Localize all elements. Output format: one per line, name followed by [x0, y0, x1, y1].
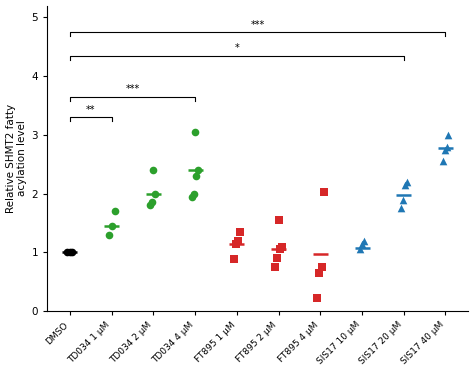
Point — [272, 264, 279, 270]
Text: *: * — [235, 43, 239, 53]
Y-axis label: Relative SHMT2 fatty
acylation level: Relative SHMT2 fatty acylation level — [6, 104, 27, 213]
Point — [403, 179, 410, 185]
Point — [356, 247, 364, 253]
Point — [234, 238, 242, 244]
Point — [148, 199, 156, 205]
Point — [64, 250, 71, 256]
Point — [313, 295, 321, 301]
Point — [232, 241, 239, 247]
Point — [150, 167, 157, 173]
Point — [146, 202, 154, 208]
Point — [399, 196, 407, 202]
Point — [273, 255, 281, 261]
Point — [237, 229, 244, 235]
Point — [318, 264, 325, 270]
Point — [105, 232, 112, 238]
Point — [190, 191, 198, 197]
Point — [195, 167, 202, 173]
Point — [188, 193, 196, 199]
Point — [320, 189, 328, 195]
Point — [441, 147, 448, 153]
Point — [275, 217, 283, 223]
Point — [151, 191, 158, 197]
Point — [230, 256, 237, 262]
Point — [276, 247, 283, 253]
Point — [397, 205, 405, 211]
Point — [278, 244, 286, 250]
Point — [108, 223, 116, 229]
Point — [111, 208, 118, 214]
Point — [315, 270, 323, 276]
Point — [358, 241, 366, 247]
Point — [439, 158, 447, 164]
Point — [401, 182, 409, 188]
Point — [445, 132, 452, 138]
Text: ***: *** — [251, 20, 265, 30]
Point — [191, 129, 199, 135]
Point — [69, 250, 76, 256]
Point — [443, 144, 451, 150]
Text: ***: *** — [126, 84, 140, 94]
Point — [192, 173, 200, 179]
Point — [66, 250, 74, 256]
Point — [360, 238, 367, 244]
Text: **: ** — [86, 105, 96, 115]
